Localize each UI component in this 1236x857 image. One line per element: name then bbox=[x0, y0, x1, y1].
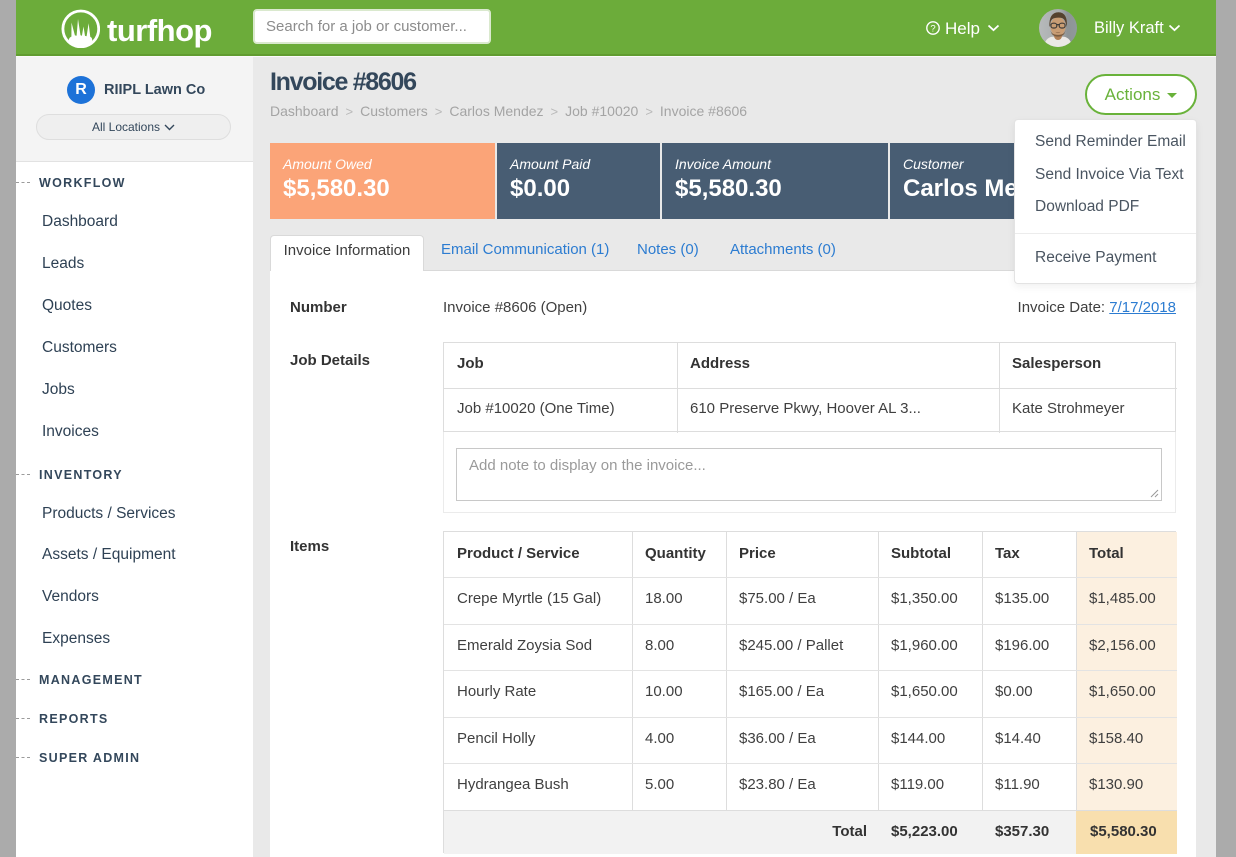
svg-text:?: ? bbox=[930, 23, 935, 34]
